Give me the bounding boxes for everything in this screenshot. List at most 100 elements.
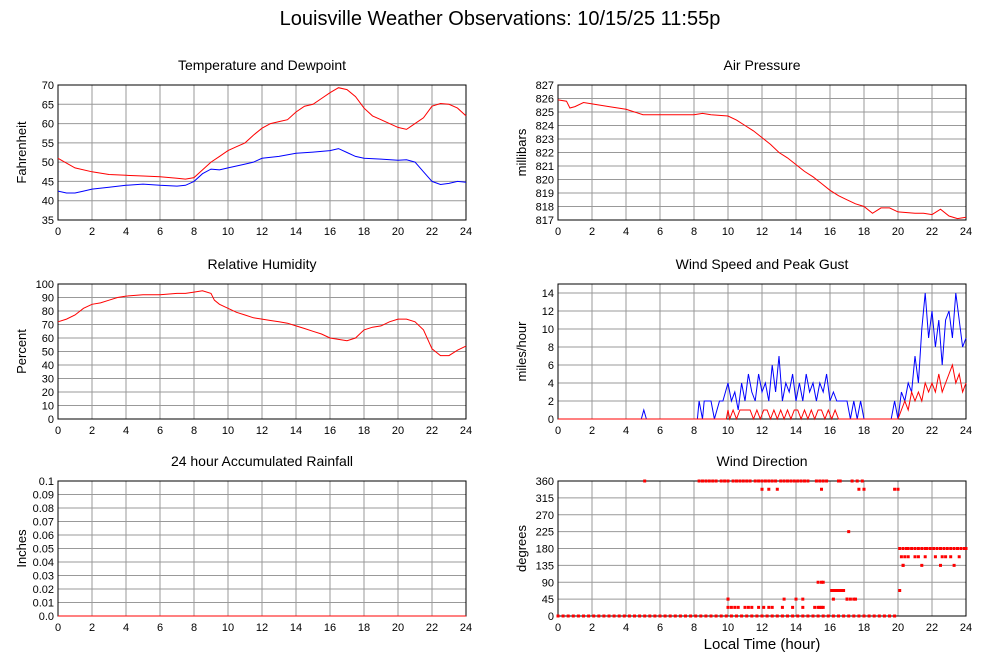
chart-humidity-xtick-label: 12 xyxy=(256,425,268,437)
chart-direction-point xyxy=(582,614,585,618)
chart-temperature-ytick-label: 65 xyxy=(42,99,54,111)
chart-direction-point xyxy=(806,479,810,483)
chart-direction-point xyxy=(923,547,927,550)
chart-rainfall-ytick-label: 0.06 xyxy=(33,530,54,542)
chart-temperature-ytick-label: 40 xyxy=(42,196,54,208)
chart-direction-point xyxy=(820,487,823,491)
chart-direction-point xyxy=(942,547,946,550)
chart-direction-point xyxy=(806,614,810,618)
chart-direction-point xyxy=(782,479,786,483)
chart-direction-point xyxy=(901,547,905,550)
chart-wind-ytick-label: 6 xyxy=(548,360,554,372)
chart-pressure-title: Air Pressure xyxy=(723,57,800,73)
chart-direction-point xyxy=(852,597,856,601)
chart-direction-point xyxy=(831,597,835,601)
chart-direction-point xyxy=(831,589,835,592)
page-title: Louisville Weather Observations: 10/15/2… xyxy=(279,8,721,30)
chart-direction-ytick-label: 360 xyxy=(536,476,554,488)
chart-humidity-series-0 xyxy=(57,290,467,357)
chart-direction-point xyxy=(699,614,703,618)
chart-direction-point xyxy=(857,487,861,491)
chart-direction-point xyxy=(923,555,927,559)
chart-temperature-xtick-label: 4 xyxy=(123,226,129,238)
chart-humidity-border xyxy=(57,283,467,420)
chart-pressure-xtick-label: 10 xyxy=(722,226,734,238)
chart-direction-point xyxy=(893,614,897,618)
chart-direction-point xyxy=(837,589,840,592)
chart-direction-xtick-label: 12 xyxy=(756,622,768,634)
chart-direction-ytick-label: 0 xyxy=(548,611,554,623)
chart-temperature-ytick-label: 55 xyxy=(42,138,54,150)
chart-direction-point xyxy=(944,555,948,559)
chart-direction-point xyxy=(801,605,805,609)
chart-direction-point xyxy=(920,563,924,567)
chart-direction-point xyxy=(799,479,803,483)
chart-humidity-xtick-label: 24 xyxy=(460,425,472,437)
chart-pressure-xtick-label: 2 xyxy=(589,226,595,238)
chart-temperature-xtick-label: 22 xyxy=(426,226,438,238)
chart-wind-title: Wind Speed and Peak Gust xyxy=(676,256,849,272)
chart-direction-point xyxy=(838,479,842,483)
chart-direction-point xyxy=(663,614,667,618)
chart-direction-point xyxy=(638,614,642,618)
chart-direction-point xyxy=(765,614,769,618)
chart-pressure-xtick-label: 12 xyxy=(756,226,768,238)
chart-direction-point xyxy=(774,479,778,483)
chart-temperature-xtick-label: 18 xyxy=(358,226,370,238)
chart-rainfall-ytick-label: 0.01 xyxy=(33,598,54,610)
chart-direction-point xyxy=(862,614,866,618)
chart-direction-point xyxy=(862,487,866,491)
chart-direction-point xyxy=(818,479,822,483)
chart-wind-xtick-label: 20 xyxy=(892,425,904,437)
chart-direction-point xyxy=(561,614,565,618)
chart-direction-ylabel: degrees xyxy=(514,525,529,572)
chart-direction-point xyxy=(820,605,823,609)
chart-direction-point xyxy=(612,614,616,618)
chart-direction-point xyxy=(901,563,905,567)
chart-humidity-xtick-label: 20 xyxy=(392,425,404,437)
chart-direction-point xyxy=(964,547,968,550)
chart-direction-point xyxy=(653,614,657,618)
chart-direction-point xyxy=(750,605,754,609)
chart-rainfall-ytick-label: 0.03 xyxy=(33,571,54,583)
chart-direction-point xyxy=(906,555,910,559)
chart-direction-point xyxy=(767,487,771,491)
chart-wind-ytick-label: 12 xyxy=(542,306,554,318)
chart-direction-point xyxy=(791,614,795,618)
chart-direction-point xyxy=(733,605,737,609)
chart-direction-point xyxy=(848,597,852,601)
chart-pressure-xtick-label: 14 xyxy=(790,226,802,238)
chart-direction-point xyxy=(796,614,800,618)
chart-temperature-xtick-label: 0 xyxy=(55,226,61,238)
chart-direction-point xyxy=(916,547,920,550)
chart-humidity-ytick-label: 60 xyxy=(42,333,54,345)
chart-rainfall-xtick-label: 8 xyxy=(191,622,197,634)
chart-rainfall-ytick-label: 0.1 xyxy=(39,476,54,488)
chart-direction-point xyxy=(762,605,766,609)
chart-rainfall-xtick-label: 24 xyxy=(460,622,472,634)
chart-direction-point xyxy=(745,479,749,483)
chart-wind-xtick-label: 12 xyxy=(756,425,768,437)
chart-direction-point xyxy=(837,614,840,618)
chart-direction-point xyxy=(796,479,800,483)
chart-direction-point xyxy=(731,479,735,483)
chart-direction-point xyxy=(775,614,779,618)
chart-direction-point xyxy=(711,479,715,483)
chart-pressure-xtick-label: 24 xyxy=(960,226,972,238)
chart-rainfall-xtick-label: 10 xyxy=(222,622,234,634)
chart-direction-point xyxy=(906,547,910,550)
chart-direction-point xyxy=(707,479,711,483)
chart-direction-point xyxy=(825,479,829,483)
chart-direction-ytick-label: 225 xyxy=(536,527,554,539)
chart-direction-xtick-label: 14 xyxy=(790,622,802,634)
chart-direction-point xyxy=(888,614,891,618)
chart-temperature-xtick-label: 14 xyxy=(290,226,302,238)
chart-temperature-xtick-label: 10 xyxy=(222,226,234,238)
chart-direction-point xyxy=(701,479,704,483)
chart-direction-point xyxy=(714,614,718,618)
chart-direction-point xyxy=(745,614,749,618)
chart-direction-point xyxy=(801,614,805,618)
chart-direction-point xyxy=(898,589,902,592)
chart-humidity-ytick-label: 90 xyxy=(42,293,54,305)
chart-direction-point xyxy=(959,547,963,550)
